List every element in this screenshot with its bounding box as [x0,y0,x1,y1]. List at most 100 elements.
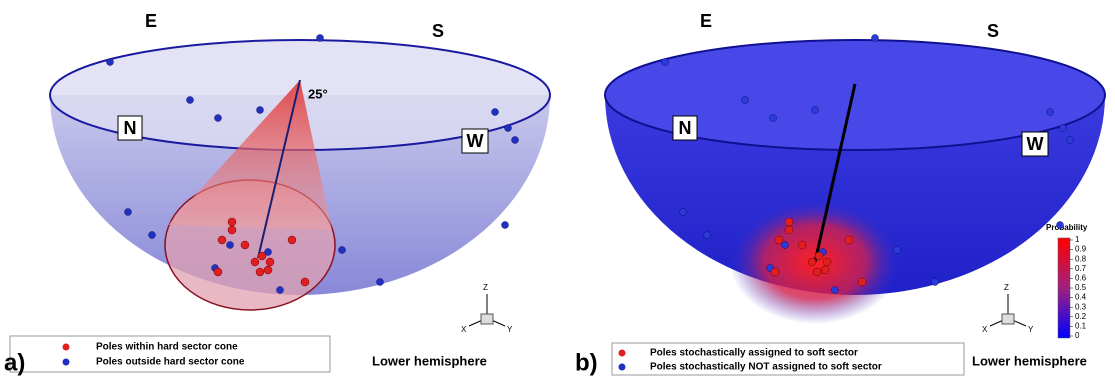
colorbar-tick-label: 0.5 [1075,283,1087,292]
legend-dot [618,349,626,357]
colorbar-tick-label: 0.1 [1075,322,1087,331]
pole-inside [784,217,794,227]
pole-outside [741,96,749,104]
colorbar-tick-label: 0.6 [1075,274,1087,283]
pole-outside [1066,136,1074,144]
pole-axis [813,83,857,263]
pole-outside [811,106,819,114]
axis-x: X [982,325,988,334]
colorbar-tick-label: 0 [1075,331,1080,340]
pole-outside [661,58,669,66]
legend-dot [62,343,70,351]
colorbar-tick-label: 0.2 [1075,312,1087,321]
panel-label: a) [4,349,25,376]
colorbar-tick-label: 1 [1075,235,1080,244]
pole-outside [931,278,939,286]
pole-inside [287,235,297,245]
pole-inside [255,267,265,277]
pole-inside [784,225,794,235]
axis-triad: Z X Y [982,283,1034,334]
compass-w: W [467,131,484,151]
axis-triad: Z X Y [461,283,513,334]
pole-outside [226,241,234,249]
pole-outside [338,246,346,254]
pole-inside [812,267,822,277]
colorbar-tick-label: 0.9 [1075,245,1087,254]
pole-outside [214,114,222,122]
pole-outside [504,124,512,132]
legend [611,342,965,376]
rim [604,39,1106,151]
pole-outside [831,286,839,294]
panel-label: b) [575,349,598,376]
colorbar [1057,237,1071,339]
legend-entry: Poles stochastically NOT assigned to sof… [650,362,882,373]
pole-inside [263,265,273,275]
compass-s: S [432,21,444,41]
pole-outside [893,246,901,254]
legend-entry: Poles within hard sector cone [96,342,238,353]
pole-inside [213,267,223,277]
view-label: Lower hemisphere [372,353,487,368]
colorbar-tick-label: 0.7 [1075,264,1087,273]
pole-outside [186,96,194,104]
pole-inside [217,235,227,245]
pole-outside [679,208,687,216]
pole-inside [814,251,824,261]
compass-n: N [124,118,137,138]
pole-outside [781,241,789,249]
pole-outside [769,114,777,122]
axis-z: Z [1004,283,1009,292]
pole-outside [148,231,156,239]
pole-inside [250,257,260,267]
panel-b: E S N W Poles stochastically assigned to… [575,11,1106,376]
pole-outside [511,136,519,144]
panel-a: E S N W 25° Poles within hard sector con… [4,11,551,376]
pole-inside [227,225,237,235]
axis-x: X [461,325,467,334]
pole-outside [376,278,384,286]
w-box [1021,131,1049,157]
pole-axis [257,79,301,259]
pole-outside [124,208,132,216]
pole-outside [256,106,264,114]
legend-dot [62,358,70,366]
pole-outside [1056,221,1064,229]
pole-inside [770,267,780,277]
pole-outside [264,248,272,256]
axis-y: Y [1028,325,1034,334]
pole-outside [491,108,499,116]
n-box [672,115,698,141]
pole-outside [703,231,711,239]
colorbar-tick-label: 0.4 [1075,293,1087,302]
pole-inside [822,257,832,267]
pole-outside [316,34,324,42]
pole-outside [106,58,114,66]
cone-angle: 25° [308,86,328,101]
pole-inside [257,251,267,261]
pole-inside [240,240,250,250]
pole-inside [227,217,237,227]
pole-outside [1046,108,1054,116]
legend-entry: Poles stochastically assigned to soft se… [650,348,858,359]
colorbar-title: Probability [1046,223,1088,232]
pole-outside [276,286,284,294]
pole-inside [857,277,867,287]
colorbar-tick-label: 0.3 [1075,302,1087,311]
w-box [461,128,489,154]
axis-y: Y [507,325,513,334]
pole-inside [797,240,807,250]
legend-dot [618,363,626,371]
pole-inside [820,265,830,275]
hemisphere [605,95,1105,295]
compass-e: E [145,11,157,31]
pole-outside [501,221,509,229]
pole-inside [807,257,817,267]
pole-outside [1059,124,1067,132]
legend-entry: Poles outside hard sector cone [96,357,245,368]
compass-s: S [987,21,999,41]
legend [9,335,331,373]
pole-inside [844,235,854,245]
pole-inside [300,277,310,287]
